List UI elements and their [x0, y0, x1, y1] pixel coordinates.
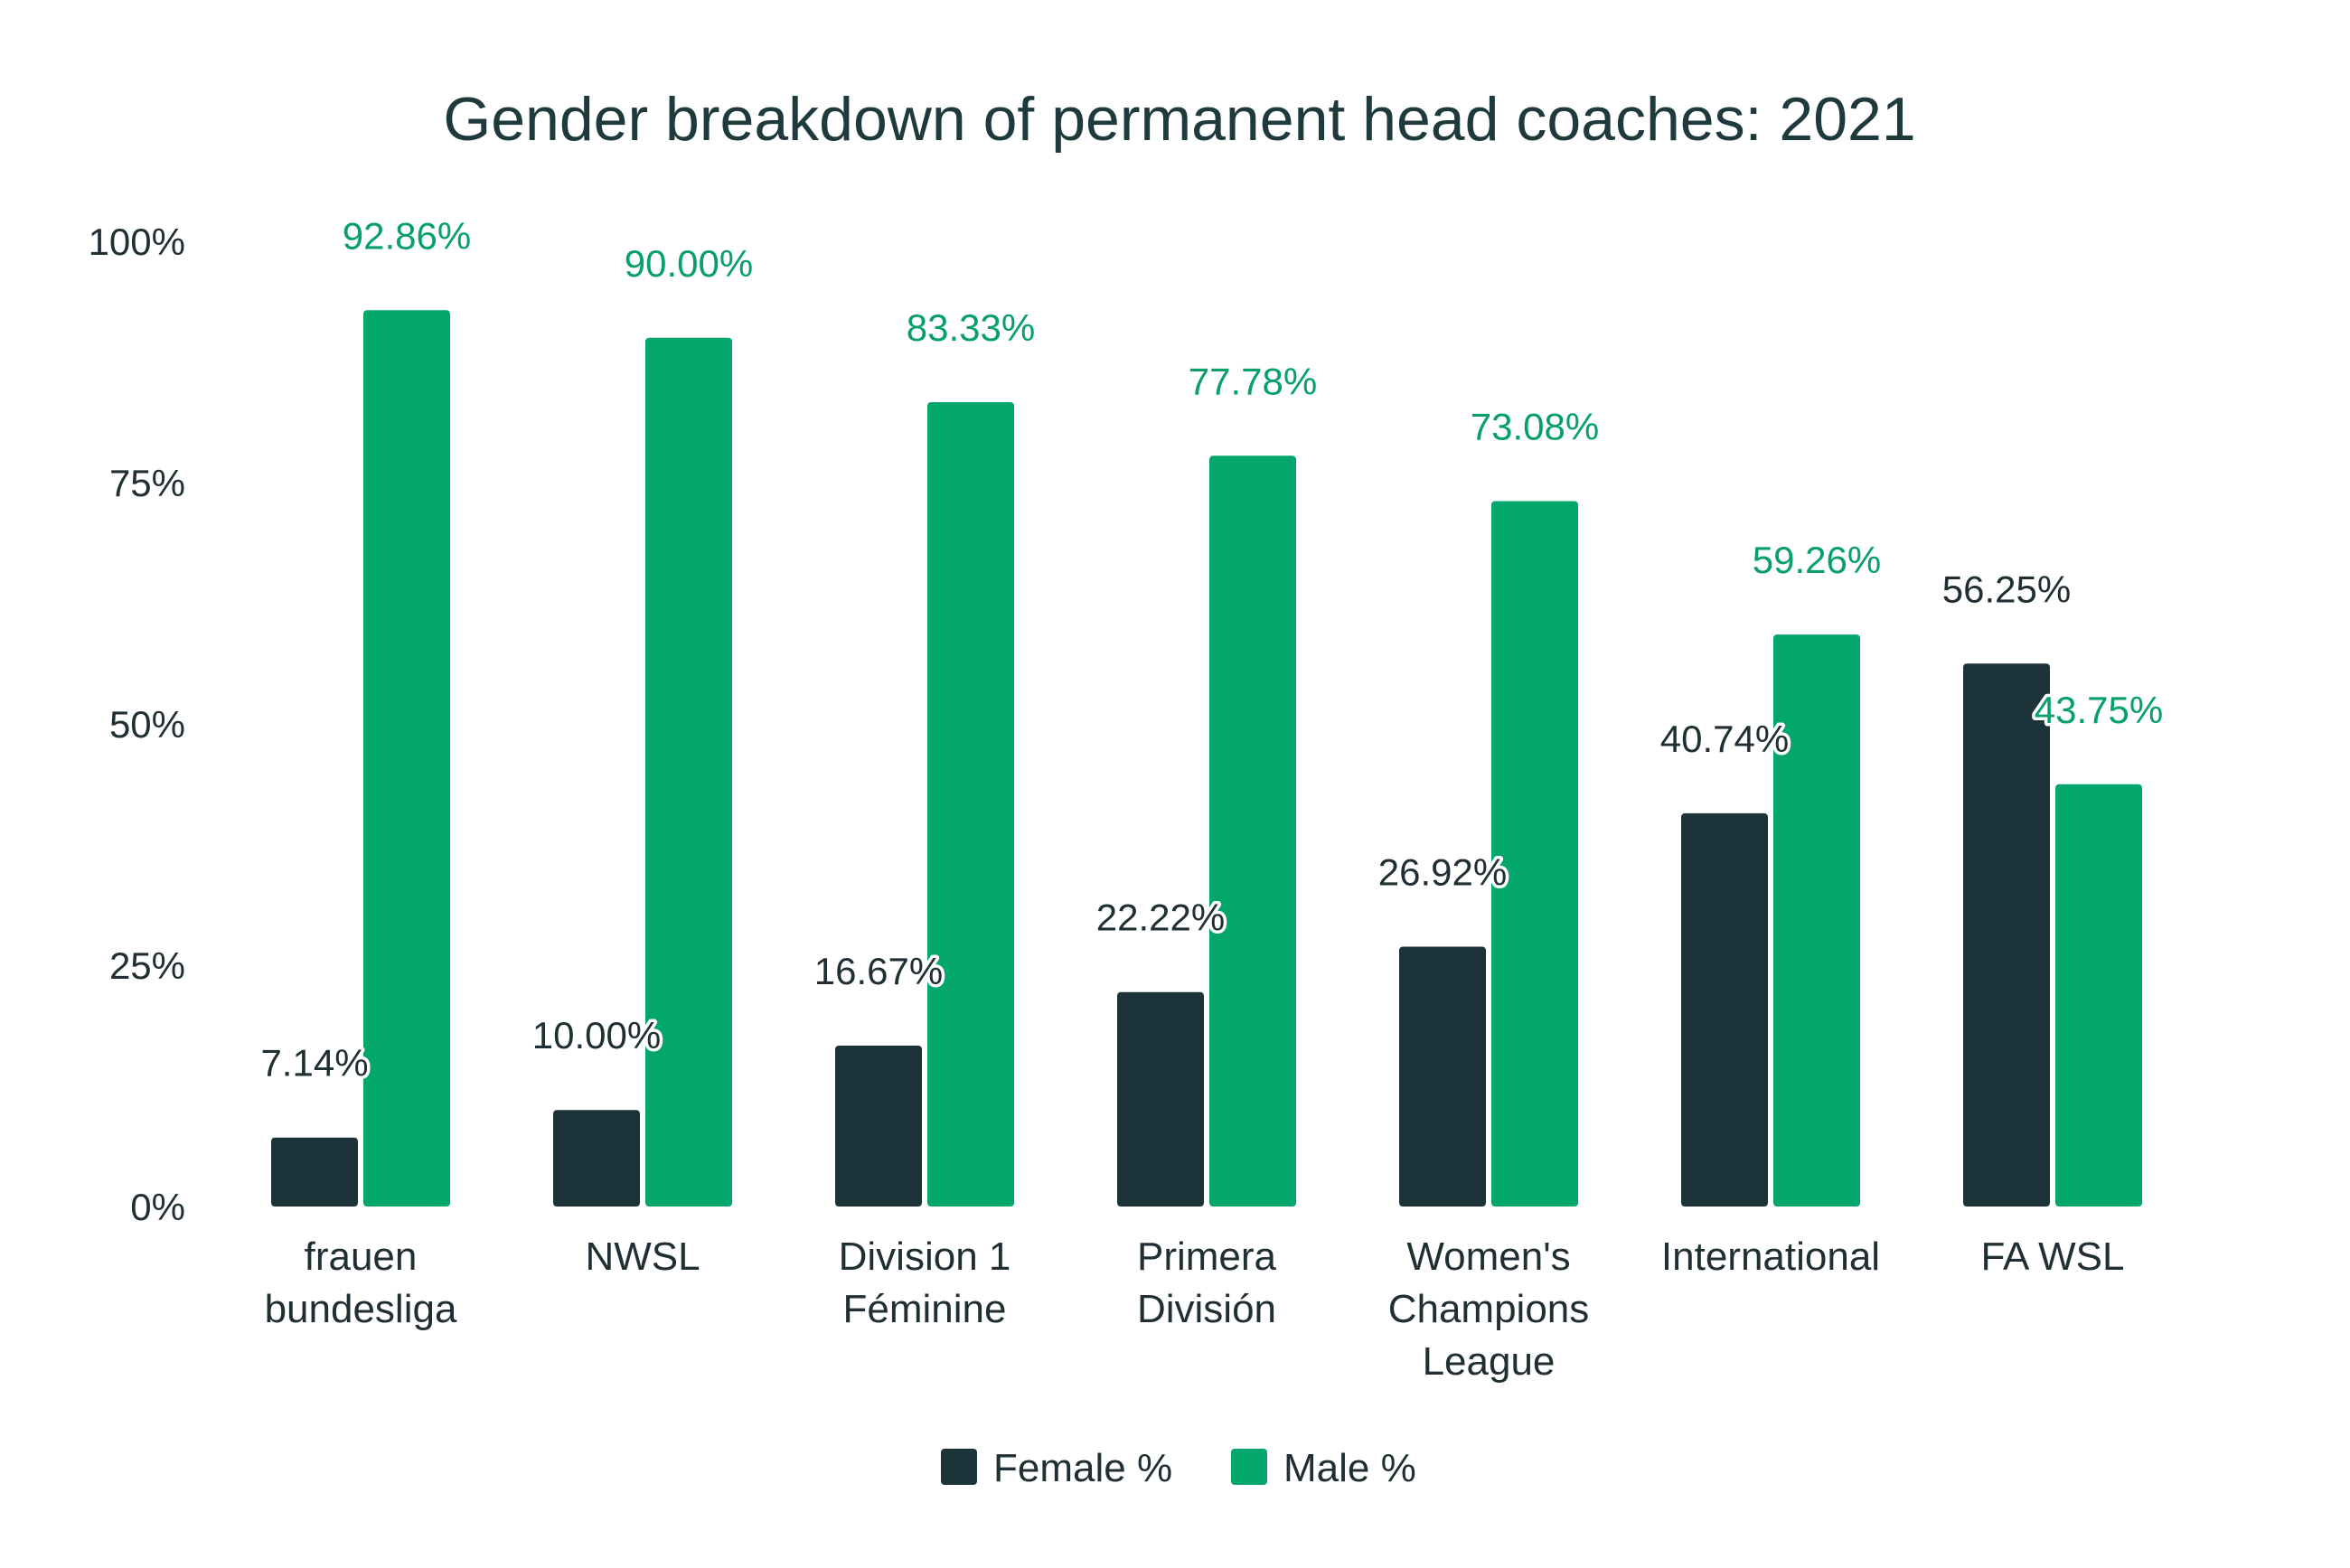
legend-label-female: Female % — [993, 1446, 1172, 1490]
x-tick-label-line: Women's — [1406, 1235, 1570, 1279]
bar-female — [1681, 812, 1768, 1207]
value-label-female: 56.25% — [1942, 568, 2071, 610]
x-tick-label: frauen bundesliga — [265, 1235, 457, 1331]
bar-male — [927, 402, 1014, 1207]
x-tick-label-line: Primera — [1137, 1235, 1277, 1279]
y-tick-label: 100% — [89, 221, 185, 263]
bar-female — [835, 1045, 922, 1207]
bar-female — [553, 1110, 640, 1207]
chart-title: Gender breakdown of permanent head coach… — [443, 85, 1915, 154]
legend-swatch-female — [941, 1449, 977, 1485]
value-labels: 7.14% 92.86% 10.00% 90.00% 16.67% 83.33% 22.22… — [258, 211, 2167, 1087]
value-label-male: 77.78% — [1189, 360, 1317, 402]
x-tick-label-line: bundesliga — [265, 1287, 457, 1331]
x-tick-label-line: International — [1661, 1235, 1880, 1279]
value-label-female: 10.00% — [532, 1014, 661, 1056]
x-tick-label: International — [1661, 1235, 1880, 1279]
y-tick-label: 0% — [130, 1186, 185, 1228]
value-label-female: 40.74% — [1660, 718, 1789, 760]
bar-male — [2055, 784, 2142, 1207]
y-tick-label: 75% — [109, 462, 185, 504]
x-tick-label-line: FA WSL — [1981, 1235, 2125, 1279]
value-label-female: 26.92% — [1378, 850, 1507, 893]
bar-female — [1117, 991, 1204, 1207]
x-tick-label-line: frauen — [305, 1235, 418, 1279]
y-tick-label: 50% — [109, 703, 185, 746]
x-tick-label-line: League — [1423, 1339, 1556, 1384]
legend-swatch-male — [1231, 1449, 1267, 1485]
x-tick-label: NWSL — [585, 1235, 700, 1279]
x-tick-label-line: Champions — [1388, 1287, 1590, 1331]
x-tick-label-line: NWSL — [585, 1235, 700, 1279]
value-label-female: 16.67% — [814, 950, 943, 992]
value-label-male: 92.86% — [343, 214, 471, 257]
bar-female — [271, 1137, 358, 1207]
x-axis: frauen bundesliga NWSL Division 1 Féminine Pr… — [265, 1235, 2125, 1384]
y-axis: 0% 25% 50% 75% 100% — [89, 221, 185, 1228]
x-tick-label: Division 1 Féminine — [839, 1235, 1011, 1331]
value-label-female: 22.22% — [1096, 897, 1225, 939]
x-tick-label: Women's Champions League — [1388, 1235, 1590, 1384]
bars — [271, 310, 2142, 1207]
bar-male — [1209, 455, 1296, 1207]
value-label-male: 59.26% — [1753, 539, 1881, 581]
bar-male — [645, 337, 732, 1207]
bar-male — [363, 310, 450, 1207]
value-label-male: 43.75% — [2035, 689, 2163, 731]
value-label-male: 73.08% — [1471, 406, 1599, 448]
bar-male — [1773, 634, 1860, 1207]
x-tick-label-line: Division 1 — [839, 1235, 1011, 1279]
x-tick-label: FA WSL — [1981, 1235, 2125, 1279]
value-label-male: 83.33% — [907, 306, 1035, 349]
value-label-male: 90.00% — [625, 242, 753, 285]
value-label-female: 7.14% — [260, 1042, 368, 1084]
y-tick-label: 25% — [109, 944, 185, 987]
bar-female — [1963, 663, 2050, 1207]
x-tick-label-line: División — [1137, 1287, 1276, 1331]
legend-label-male: Male % — [1283, 1446, 1416, 1490]
bar-female — [1399, 946, 1486, 1207]
x-tick-label-line: Féminine — [843, 1287, 1007, 1331]
bar-male — [1491, 501, 1578, 1207]
legend: Female % Male % — [941, 1446, 1416, 1490]
x-tick-label: Primera División — [1137, 1235, 1277, 1331]
